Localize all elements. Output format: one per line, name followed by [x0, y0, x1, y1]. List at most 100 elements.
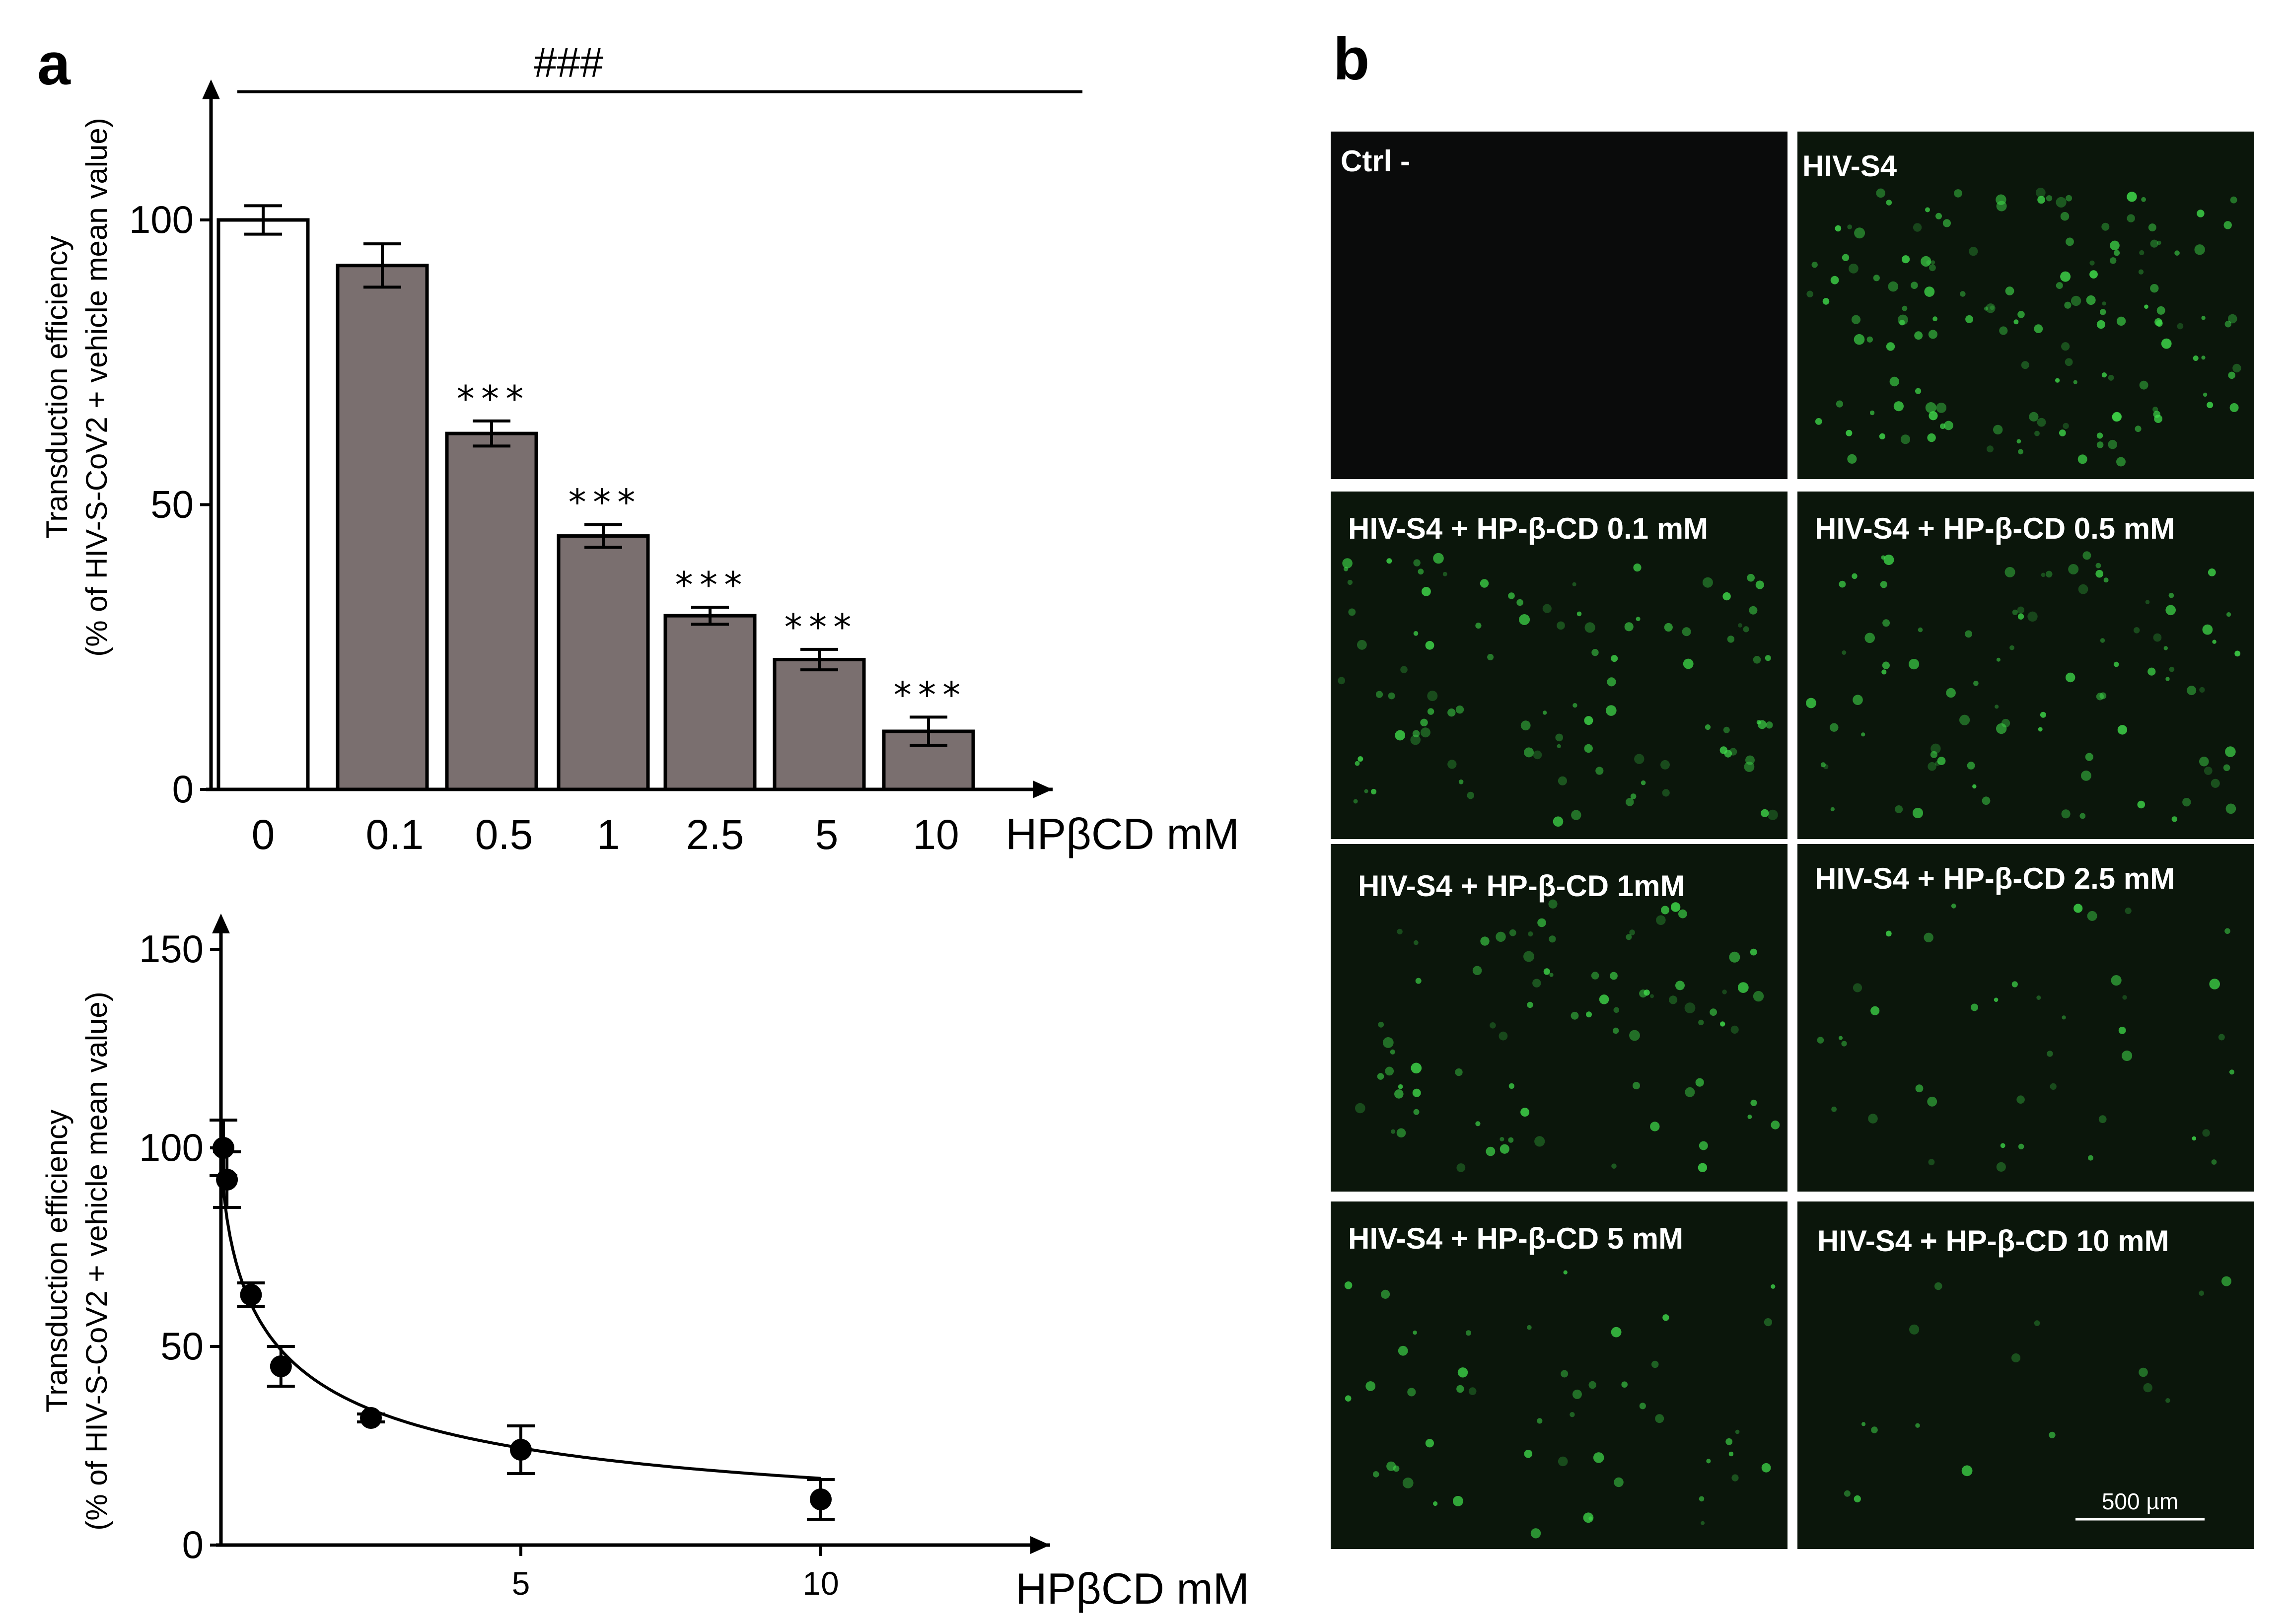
- bar: [773, 657, 866, 791]
- fluorescent-cell: [1639, 989, 1647, 998]
- fluorescent-cell: [1842, 254, 1850, 261]
- y-axis-title-line1: Transduction efficiency: [40, 236, 73, 539]
- fluorescent-cell: [1413, 631, 1419, 636]
- fluorescent-cell: [1442, 571, 1447, 576]
- bar-category-label: 0.5: [475, 811, 533, 858]
- fluorescent-cell: [1927, 1096, 1937, 1107]
- fluorescent-cell: [2056, 197, 2067, 208]
- panel-b-label: b: [1333, 26, 1369, 92]
- fluorescent-cell: [1984, 306, 1988, 311]
- fluorescent-cell: [2201, 316, 2206, 320]
- fluorescent-cell: [1841, 1041, 1847, 1047]
- fluorescent-cell: [1456, 1385, 1464, 1393]
- fluorescent-cell: [1364, 789, 1368, 793]
- fluorescent-cell: [2225, 803, 2236, 814]
- fluorescent-cell: [1925, 402, 1936, 413]
- fluorescent-cell: [2000, 1143, 2005, 1148]
- fluorescent-cell: [2156, 320, 2163, 327]
- fluorescent-cell: [2226, 612, 2231, 617]
- fluorescent-cell: [1990, 305, 1995, 310]
- fluorescent-cell: [2118, 1027, 2126, 1034]
- fluorescent-cell: [1929, 264, 1936, 272]
- fluorescent-cell: [2050, 1083, 2057, 1090]
- fluorescent-cell: [1639, 1403, 1646, 1410]
- fluorescent-cell: [1698, 1019, 1704, 1026]
- fluorescent-cell: [1930, 743, 1941, 754]
- fluorescent-cell: [1695, 1078, 1704, 1087]
- fluorescent-cell: [1669, 995, 1678, 1004]
- fluorescent-cell: [1986, 303, 1996, 313]
- fluorescent-cell: [1698, 1163, 1708, 1172]
- bar-category-label: 2.5: [686, 811, 744, 858]
- fluorescent-cell: [1447, 708, 1456, 717]
- fluorescent-cell: [1584, 622, 1595, 633]
- fluorescent-cell: [1936, 403, 1947, 413]
- fluorescent-cell: [1861, 1422, 1866, 1426]
- fluorescent-cell: [1738, 623, 1742, 628]
- fluorescent-cell: [1651, 1360, 1659, 1368]
- fluorescent-cell: [1982, 796, 1991, 805]
- fluorescent-cell: [1839, 580, 1846, 588]
- fluorescent-cell: [2135, 425, 2142, 432]
- microscopy-panel-label: HIV-S4 + HP-β-CD 1mM: [1358, 869, 1685, 903]
- fluorescent-cell: [1885, 930, 1892, 937]
- fluorescent-cell: [1909, 1324, 1920, 1335]
- fluorescent-cell: [2059, 429, 2066, 436]
- bar-category-label: 10: [913, 811, 959, 858]
- fluorescent-cell: [2061, 809, 2071, 819]
- fluorescent-cell: [1915, 388, 1922, 394]
- fluorescent-cell: [2165, 677, 2170, 681]
- fluorescent-cell: [1869, 410, 1875, 416]
- fluorescent-cell: [1397, 928, 1403, 935]
- fluorescent-cell: [1407, 1388, 1416, 1397]
- fluorescent-cell: [1610, 972, 1618, 980]
- fluorescent-cell: [1882, 661, 1890, 669]
- fluorescent-cell: [1572, 582, 1576, 586]
- fluorescent-cell: [1386, 558, 1392, 564]
- fluorescent-cell: [1614, 1477, 1624, 1487]
- fluorescent-cell: [1934, 1282, 1942, 1290]
- dose-y-tick-label: 150: [139, 927, 204, 971]
- fluorescent-cell: [2062, 1015, 2066, 1020]
- fluorescent-cell: [1847, 454, 1857, 464]
- fluorescent-cell: [1853, 983, 1862, 992]
- bar: [663, 614, 757, 791]
- microscopy-panel: HIV-S4 + HP-β-CD 1mM: [1331, 844, 1788, 1192]
- fluorescent-cell: [1524, 1450, 1533, 1458]
- dose-response-chart: Transduction efficiency (% of HIV-S-CoV2…: [40, 914, 1249, 1613]
- fluorescent-cell: [2147, 667, 2156, 676]
- fluorescent-cell: [1764, 1318, 1772, 1327]
- fluorescent-cell: [1355, 1103, 1365, 1114]
- microscopy-panel: HIV-S4 + HP-β-CD 2.5 mM: [1797, 844, 2254, 1192]
- fluorescent-cell: [2197, 210, 2205, 217]
- fluorescent-cell: [2079, 813, 2086, 819]
- fluorescent-cell: [1835, 225, 1842, 232]
- fluorescent-cell: [1942, 219, 1951, 227]
- fluorescent-cell: [1412, 730, 1420, 738]
- fluorescent-cell: [1549, 973, 1554, 977]
- fluorescent-cell: [1370, 788, 1377, 795]
- fluorescent-cell: [2037, 418, 2046, 427]
- fluorescent-cell: [1548, 899, 1558, 909]
- microscopy-image: [1797, 844, 2254, 1192]
- fluorescent-cell: [2201, 355, 2206, 360]
- dose-data-point: [360, 1407, 382, 1429]
- fluorescent-cell: [1626, 798, 1634, 806]
- fluorescent-cell: [1357, 639, 1367, 650]
- fluorescent-cell: [1685, 1087, 1695, 1097]
- fluorescent-cell: [1972, 784, 1977, 789]
- fluorescent-cell: [1959, 714, 1970, 725]
- microscopy-panel-label: HIV-S4 + HP-β-CD 0.1 mM: [1348, 512, 1708, 545]
- fluorescent-cell: [2117, 725, 2128, 735]
- fluorescent-cell: [1633, 1082, 1640, 1090]
- dose-y-axis-title-line2: (% of HIV-S-CoV2 + vehicle mean value): [80, 991, 113, 1530]
- dose-chart-marks: [210, 1119, 835, 1521]
- fluorescent-cell: [1753, 656, 1761, 664]
- fluorescent-cell: [1811, 262, 1818, 268]
- fluorescent-cell: [2035, 188, 2046, 198]
- fluorescent-cell: [2224, 321, 2231, 328]
- fluorescent-cell: [1508, 592, 1515, 599]
- fluorescent-cell: [1902, 255, 1910, 264]
- fluorescent-cell: [1385, 1066, 1394, 1076]
- fluorescent-cell: [1771, 1120, 1780, 1130]
